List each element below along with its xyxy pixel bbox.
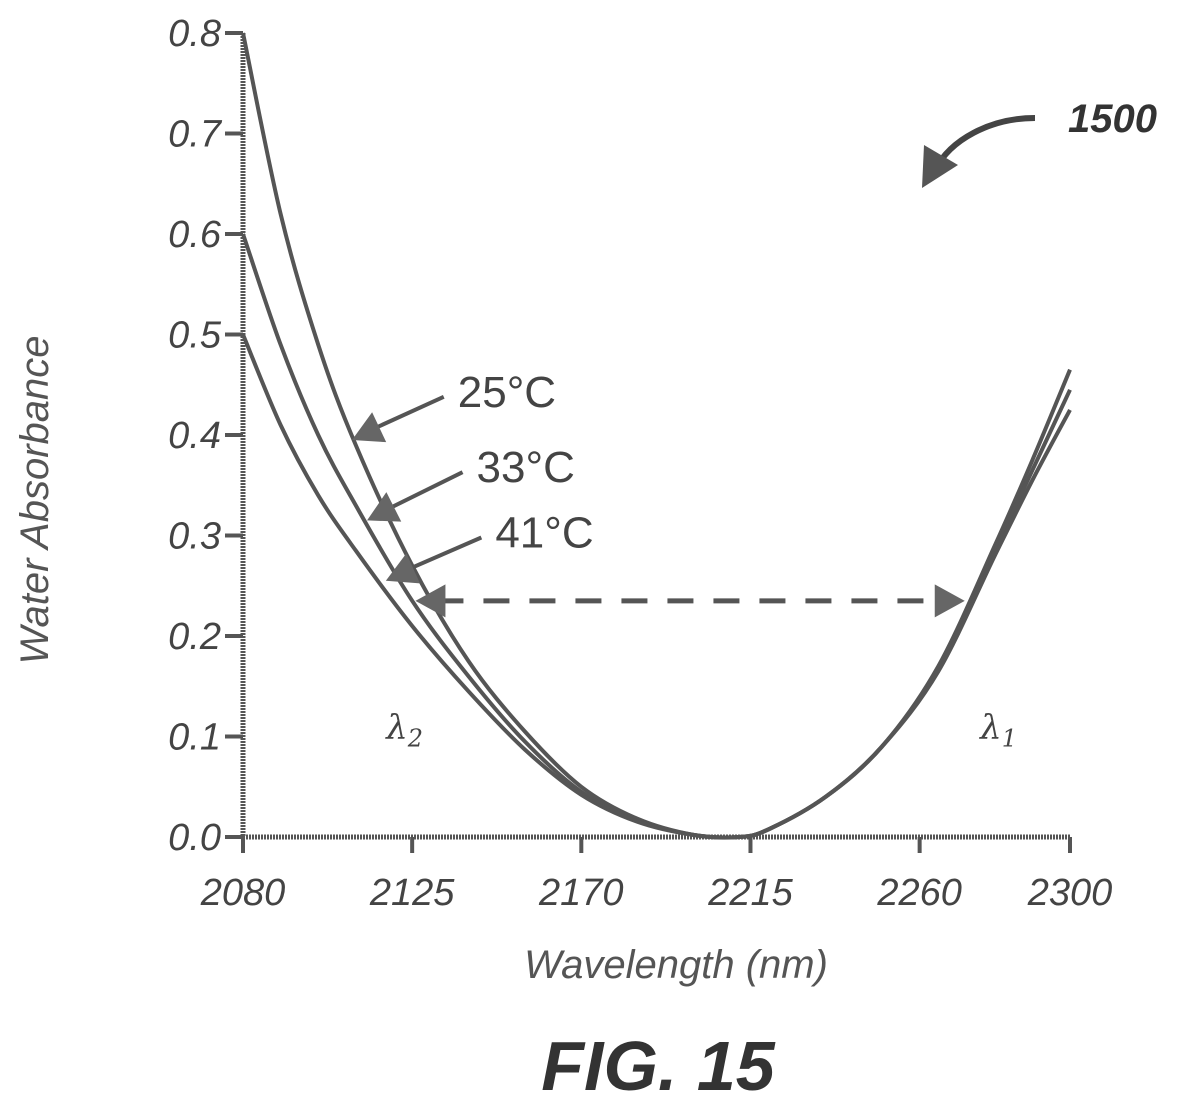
temperature-arrow-head-3 <box>385 553 420 584</box>
y-tick-label: 0.0 <box>168 817 221 859</box>
x-tick-label: 2170 <box>538 872 624 914</box>
y-tick-label: 0.3 <box>168 516 221 558</box>
y-tick-label: 0.4 <box>168 415 221 457</box>
x-tick-label: 2125 <box>369 872 455 914</box>
y-tick-label: 0.1 <box>168 717 221 759</box>
temperature-label-3: 41°C <box>495 509 593 558</box>
temperature-label-1: 25°C <box>458 368 556 417</box>
series-line-3 <box>241 333 1072 840</box>
reference-numeral: 1500 <box>1068 97 1157 141</box>
lambda-label-1: λ2 <box>384 708 423 753</box>
x-axis-label: Wavelength (nm) <box>524 943 828 987</box>
y-tick-label: 0.5 <box>168 315 222 357</box>
y-axis-label: Water Absorbance <box>13 335 57 664</box>
dashed-arrow-head-left <box>415 584 446 618</box>
x-tick-label: 2260 <box>876 872 962 914</box>
axes: 0.0 0.1 0.2 0.3 0.4 0.5 0.6 0.7 0.8 2080 2125 2170 2… <box>168 13 1112 914</box>
y-tick-label: 0.7 <box>168 114 223 156</box>
x-tick-label: 2300 <box>1027 872 1113 914</box>
reference-arrow-head <box>922 145 958 188</box>
x-tick-label: 2215 <box>707 872 793 914</box>
y-tick-label: 0.2 <box>168 616 221 658</box>
reference-arrow <box>922 115 1036 188</box>
series-line-2 <box>241 233 1072 840</box>
temperature-arrow-head-1 <box>352 412 387 443</box>
dashed-arrow-head-right <box>934 584 965 618</box>
y-tick-label: 0.8 <box>168 13 221 55</box>
temperature-arrow-head-2 <box>367 492 402 522</box>
figure-caption: FIG. 15 <box>541 1027 775 1105</box>
temperature-label-2: 33°C <box>477 443 575 492</box>
annotations: 25°C 33°C 41°C λ2 λ1 <box>352 368 1017 753</box>
lambda-label-2: λ1 <box>978 708 1017 753</box>
curves <box>241 32 1072 840</box>
x-tick-label: 2080 <box>200 872 286 914</box>
y-tick-label: 0.6 <box>168 214 222 256</box>
